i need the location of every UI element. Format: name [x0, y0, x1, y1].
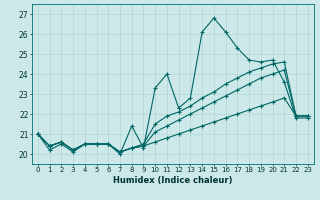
- X-axis label: Humidex (Indice chaleur): Humidex (Indice chaleur): [113, 176, 233, 185]
